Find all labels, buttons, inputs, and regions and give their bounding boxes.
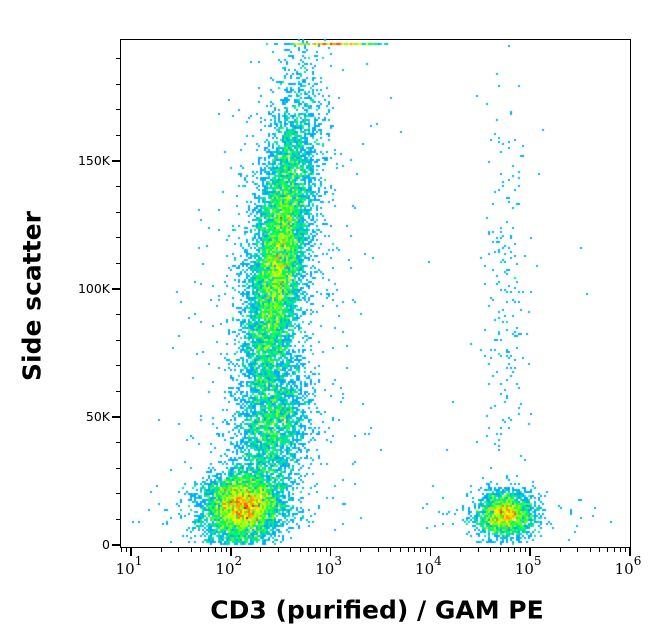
density-scatter-canvas — [120, 39, 632, 549]
x-minor-tick — [225, 548, 227, 552]
y-minor-tick — [116, 518, 120, 520]
x-minor-tick — [314, 548, 316, 552]
y-minor-tick — [116, 237, 120, 239]
x-tick-exponent: 5 — [533, 554, 542, 568]
x-minor-tick — [208, 548, 210, 552]
x-minor-tick — [619, 548, 621, 552]
x-minor-tick — [220, 548, 222, 552]
x-minor-tick — [614, 548, 616, 552]
x-tick-label: 105 — [514, 555, 542, 578]
x-tick-base: 10 — [215, 560, 235, 578]
y-major-tick — [112, 288, 120, 290]
x-tick-exponent: 6 — [633, 554, 642, 568]
x-minor-tick — [399, 548, 401, 552]
x-minor-tick — [559, 548, 561, 552]
x-minor-tick — [390, 548, 392, 552]
y-minor-tick — [116, 58, 120, 60]
x-tick-exponent: 4 — [434, 554, 442, 568]
x-tick-base: 10 — [514, 560, 534, 578]
x-minor-tick — [325, 548, 327, 552]
x-minor-tick — [425, 548, 427, 552]
x-major-tick — [329, 548, 332, 556]
x-minor-tick — [507, 548, 509, 552]
x-minor-tick — [125, 548, 127, 552]
y-minor-tick — [116, 365, 120, 367]
x-tick-base: 10 — [315, 560, 335, 578]
y-minor-tick — [116, 339, 120, 341]
y-minor-tick — [116, 186, 120, 188]
x-tick-base: 10 — [115, 560, 135, 578]
x-major-tick — [230, 548, 232, 556]
y-minor-tick — [116, 467, 120, 469]
x-major-tick — [529, 548, 531, 556]
y-axis-title: Side scatter — [17, 211, 47, 381]
x-minor-tick — [290, 548, 292, 552]
y-major-tick — [112, 160, 120, 162]
y-minor-tick — [116, 109, 120, 111]
x-minor-tick — [577, 548, 579, 552]
x-minor-tick — [320, 548, 322, 552]
x-minor-tick — [307, 548, 309, 552]
x-minor-tick — [160, 548, 162, 552]
x-minor-tick — [178, 548, 180, 552]
y-minor-tick — [116, 134, 120, 136]
y-major-tick — [112, 416, 120, 418]
x-minor-tick — [420, 548, 422, 552]
x-tick-base: 10 — [614, 560, 634, 578]
x-minor-tick — [120, 548, 122, 552]
x-tick-label: 106 — [614, 555, 642, 578]
x-tick-exponent: 1 — [134, 554, 143, 568]
y-minor-tick — [116, 211, 120, 213]
x-tick-exponent: 2 — [234, 554, 243, 568]
x-minor-tick — [277, 548, 279, 552]
x-minor-tick — [377, 548, 379, 552]
y-minor-tick — [116, 83, 120, 85]
y-tick-label: 0 — [102, 537, 110, 552]
x-minor-tick — [607, 548, 609, 552]
y-tick-label: 100K — [77, 281, 110, 296]
x-minor-tick — [514, 548, 516, 552]
x-minor-tick — [414, 548, 416, 552]
x-minor-tick — [477, 548, 479, 552]
y-tick-label: 150K — [77, 153, 110, 168]
x-minor-tick — [525, 548, 527, 552]
x-minor-tick — [200, 548, 202, 552]
y-major-tick — [112, 544, 120, 546]
x-tick-label: 102 — [215, 555, 242, 578]
x-minor-tick — [260, 548, 262, 552]
x-major-tick — [429, 548, 432, 556]
x-minor-tick — [190, 548, 192, 552]
x-tick-exponent: 3 — [334, 554, 342, 568]
x-minor-tick — [624, 548, 626, 552]
x-minor-tick — [499, 548, 501, 552]
x-minor-tick — [459, 548, 461, 552]
x-minor-tick — [520, 548, 522, 552]
x-major-tick — [629, 548, 631, 556]
x-tick-label: 103 — [315, 555, 342, 578]
y-minor-tick — [116, 262, 120, 264]
y-minor-tick — [116, 442, 120, 444]
x-minor-tick — [589, 548, 591, 552]
x-minor-tick — [214, 548, 216, 552]
x-minor-tick — [489, 548, 491, 552]
x-tick-base: 10 — [415, 560, 435, 578]
x-major-tick — [130, 548, 132, 556]
x-tick-label: 104 — [415, 555, 442, 578]
x-tick-label: 101 — [115, 555, 143, 578]
x-minor-tick — [407, 548, 409, 552]
x-axis-title: CD3 (purified) / GAM PE — [210, 595, 544, 625]
x-minor-tick — [300, 548, 302, 552]
y-tick-label: 50K — [85, 409, 110, 424]
y-minor-tick — [116, 314, 120, 316]
y-minor-tick — [116, 390, 120, 392]
y-minor-tick — [116, 493, 120, 495]
x-minor-tick — [599, 548, 601, 552]
x-minor-tick — [360, 548, 362, 552]
